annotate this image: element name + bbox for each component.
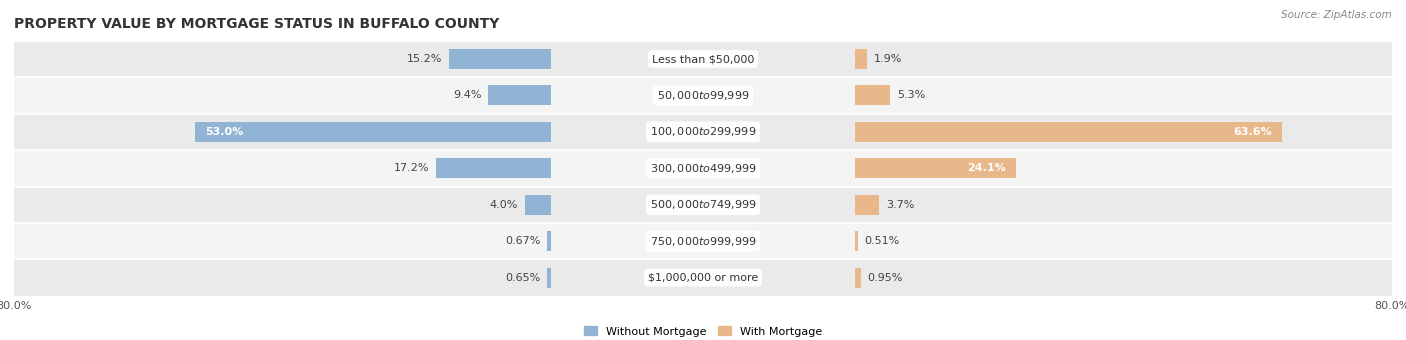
Bar	[14, 114, 551, 150]
Bar	[551, 41, 855, 77]
Bar	[488, 85, 551, 105]
Text: $1,000,000 or more: $1,000,000 or more	[648, 273, 758, 283]
Bar	[855, 114, 1392, 150]
Bar	[551, 114, 855, 150]
Text: PROPERTY VALUE BY MORTGAGE STATUS IN BUFFALO COUNTY: PROPERTY VALUE BY MORTGAGE STATUS IN BUF…	[14, 17, 499, 31]
Bar	[547, 231, 551, 251]
Text: 0.65%: 0.65%	[505, 273, 540, 283]
Bar	[436, 158, 551, 178]
Bar	[855, 77, 1392, 114]
Bar	[855, 187, 1392, 223]
Text: Less than $50,000: Less than $50,000	[652, 54, 754, 64]
Bar	[195, 122, 551, 142]
Legend: Without Mortgage, With Mortgage: Without Mortgage, With Mortgage	[579, 322, 827, 340]
Bar	[551, 77, 855, 114]
Text: 53.0%: 53.0%	[205, 127, 243, 137]
Bar	[14, 223, 551, 259]
Text: 9.4%: 9.4%	[453, 90, 482, 100]
Bar	[855, 231, 858, 251]
Text: 15.2%: 15.2%	[408, 54, 443, 64]
Text: 1.9%: 1.9%	[875, 54, 903, 64]
Bar	[551, 259, 855, 296]
Bar	[524, 195, 551, 215]
Bar	[551, 150, 855, 187]
Bar	[855, 49, 868, 69]
Bar	[855, 259, 1392, 296]
Bar	[547, 268, 551, 288]
Text: 4.0%: 4.0%	[489, 200, 517, 210]
Bar	[855, 85, 890, 105]
Text: 0.95%: 0.95%	[868, 273, 903, 283]
Text: 17.2%: 17.2%	[394, 163, 429, 173]
Bar	[855, 158, 1017, 178]
Bar	[855, 223, 1392, 259]
Bar	[855, 195, 879, 215]
Text: 3.7%: 3.7%	[886, 200, 914, 210]
Bar	[14, 150, 551, 187]
Text: 0.67%: 0.67%	[505, 236, 540, 246]
Bar	[855, 268, 860, 288]
Text: $750,000 to $999,999: $750,000 to $999,999	[650, 235, 756, 248]
Text: 63.6%: 63.6%	[1233, 127, 1271, 137]
Text: $500,000 to $749,999: $500,000 to $749,999	[650, 198, 756, 211]
Text: 0.51%: 0.51%	[865, 236, 900, 246]
Text: $100,000 to $299,999: $100,000 to $299,999	[650, 125, 756, 138]
Bar	[14, 187, 551, 223]
Bar	[450, 49, 551, 69]
Text: $50,000 to $99,999: $50,000 to $99,999	[657, 89, 749, 102]
Text: $300,000 to $499,999: $300,000 to $499,999	[650, 162, 756, 175]
Bar	[855, 150, 1392, 187]
Bar	[14, 77, 551, 114]
Text: 24.1%: 24.1%	[967, 163, 1007, 173]
Bar	[551, 187, 855, 223]
Bar	[14, 259, 551, 296]
Bar	[551, 223, 855, 259]
Text: Source: ZipAtlas.com: Source: ZipAtlas.com	[1281, 10, 1392, 20]
Bar	[855, 41, 1392, 77]
Bar	[855, 122, 1282, 142]
Bar	[14, 41, 551, 77]
Text: 5.3%: 5.3%	[897, 90, 925, 100]
